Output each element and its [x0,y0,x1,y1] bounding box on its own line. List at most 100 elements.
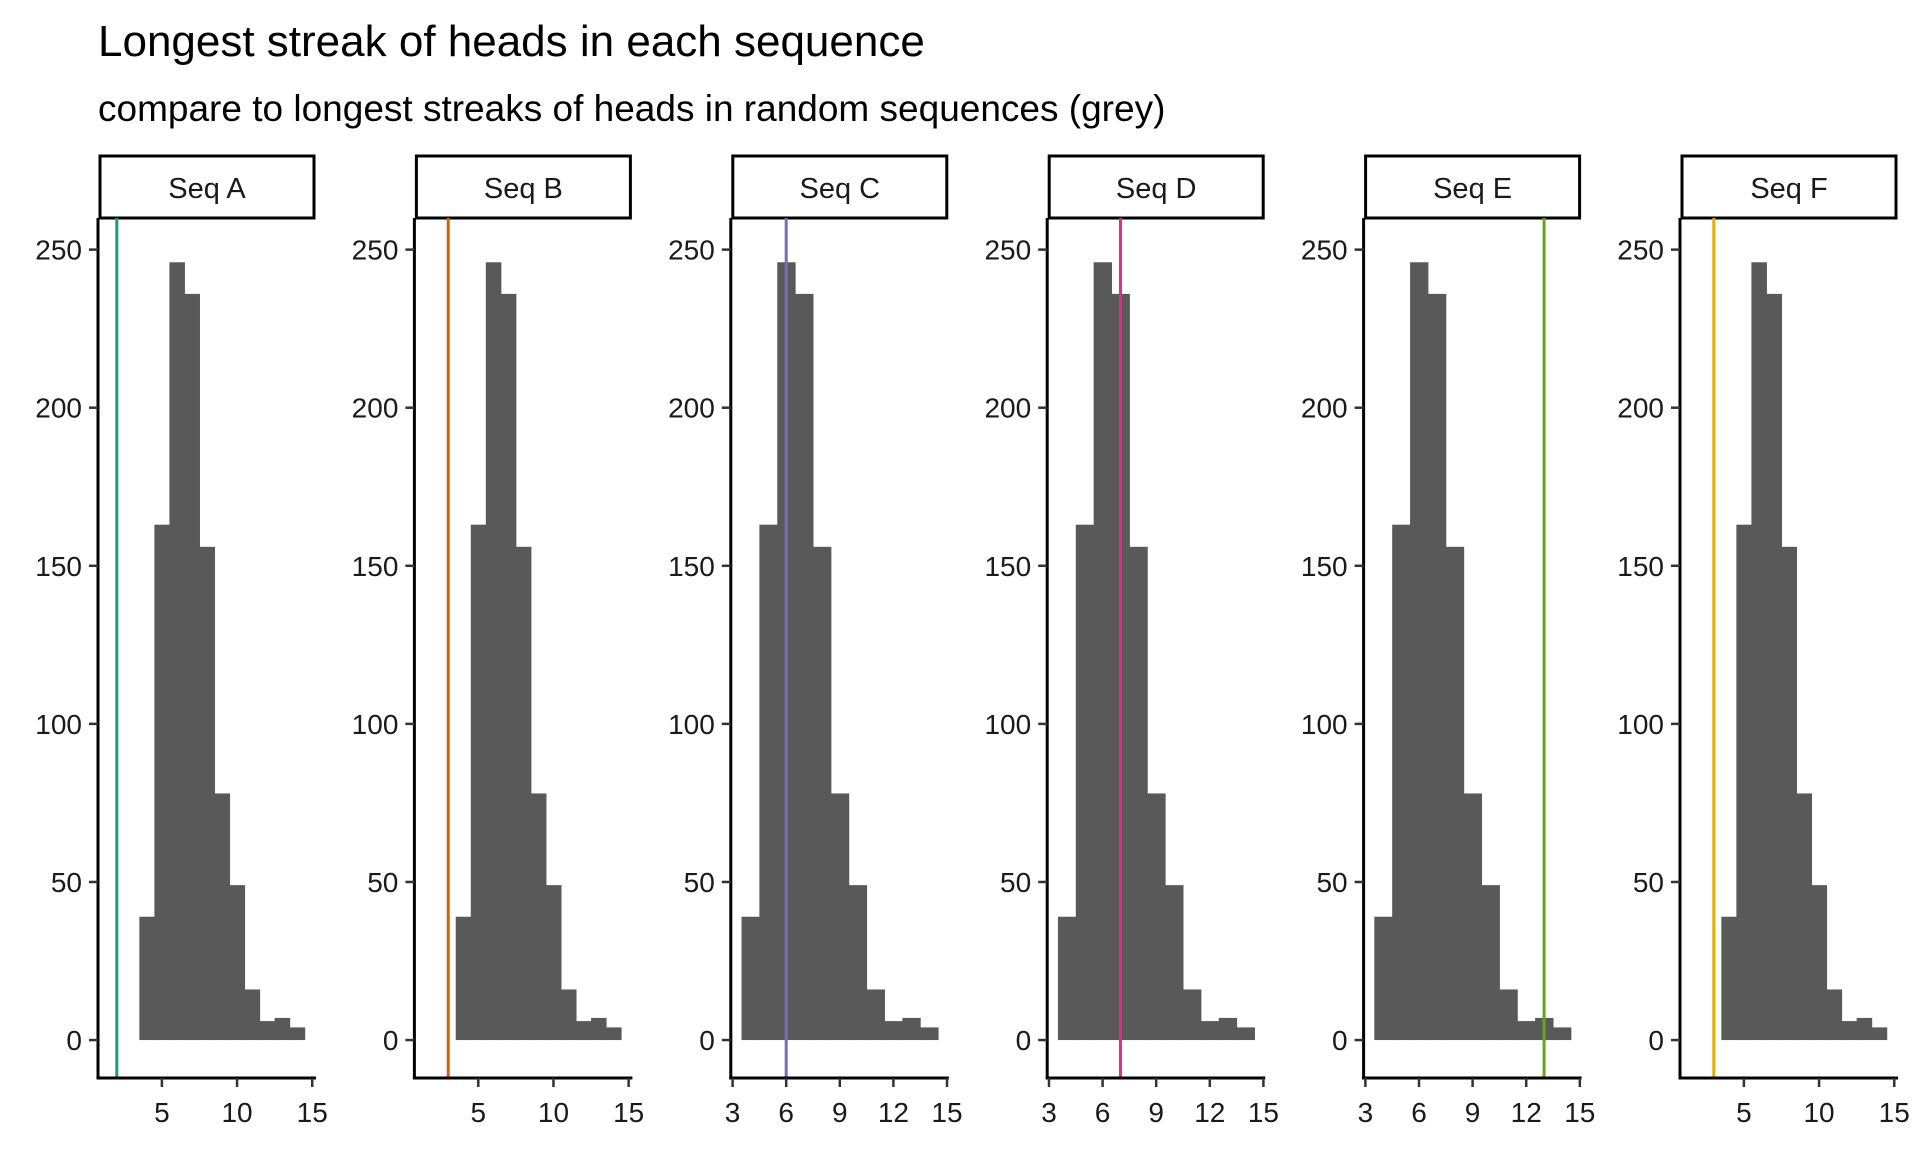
histogram-bar [289,1027,306,1041]
histogram-bar [1374,916,1393,1041]
y-tick-label: 200 [352,393,399,424]
chart-title: Longest streak of heads in each sequence [98,17,925,66]
histogram-bar [214,793,231,1041]
x-tick-label: 12 [1194,1097,1225,1128]
y-tick-label: 250 [984,235,1031,266]
y-tick-label: 50 [1000,867,1031,898]
histogram-bar [830,793,850,1041]
histogram-bar [1218,1017,1238,1041]
y-tick-label: 250 [1617,235,1664,266]
histogram-bar [576,1021,592,1041]
y-tick-label: 150 [352,551,399,582]
histogram-bar [274,1017,291,1041]
histogram-bar [229,885,246,1041]
histogram-bar [485,262,502,1041]
y-tick-label: 50 [1633,867,1664,898]
y-tick-label: 250 [35,235,82,266]
histogram-bar [1553,1027,1572,1041]
histogram-bar [184,293,200,1041]
histogram-bar [244,989,261,1041]
y-tick-label: 50 [51,867,82,898]
histogram-bar [741,916,760,1041]
histogram-bar [1826,989,1843,1041]
x-tick-label: 6 [1411,1097,1427,1128]
x-tick-label: 15 [613,1097,644,1128]
histogram-bar [1811,885,1828,1041]
x-tick-label: 3 [1358,1097,1374,1128]
y-tick-label: 100 [1301,709,1348,740]
x-tick-label: 6 [778,1097,794,1128]
histogram-bar [1057,916,1077,1041]
histogram-bar [759,524,778,1041]
y-tick-label: 50 [684,867,715,898]
x-tick-label: 12 [1511,1097,1542,1128]
y-tick-label: 200 [1301,393,1348,424]
y-tick-label: 150 [984,551,1031,582]
x-tick-label: 9 [1148,1097,1164,1128]
strip-label: Seq C [799,173,880,205]
x-tick-label: 9 [832,1097,848,1128]
histogram-bar [1481,885,1500,1041]
histogram-bar [1075,524,1095,1041]
x-tick-label: 15 [1879,1097,1910,1128]
histogram-bar [1841,1021,1858,1041]
histogram-bar [1236,1027,1255,1041]
x-tick-label: 15 [297,1097,328,1128]
histogram-bar [1445,546,1465,1041]
histogram-bar [515,546,532,1041]
histogram-bar [1410,262,1429,1041]
y-tick-label: 0 [1332,1025,1348,1056]
histogram-bar [1856,1017,1873,1041]
histogram-bar [1427,293,1447,1041]
histogram-bar [1392,524,1411,1041]
strip-box [1680,154,1898,220]
histogram-bar [500,293,517,1041]
strip-box [414,154,632,220]
y-tick-label: 0 [699,1025,715,1056]
x-tick-label: 15 [931,1097,962,1128]
panel-seq-d: Seq D 0 50 100 150 200 250 3 6 9 12 15 [984,154,1279,1128]
histogram-bar [1736,524,1752,1041]
histogram-bar [1796,793,1813,1041]
histogram-bar [920,1027,939,1041]
y-tick-label: 200 [1617,393,1664,424]
panel-seq-b: Seq B 0 50 100 150 200 250 5 10 15 [352,154,644,1128]
histogram-bar [1751,262,1767,1041]
histogram-bar [1463,793,1483,1041]
strip-label: Seq B [484,173,563,205]
histogram-bar [1766,293,1782,1041]
x-tick-label: 10 [538,1097,569,1128]
strip-label: Seq D [1116,173,1197,205]
histogram-bar [560,989,577,1041]
histogram-bar [154,524,170,1041]
y-tick-label: 200 [668,393,715,424]
histogram-bar [169,262,185,1041]
y-tick-label: 150 [1301,551,1348,582]
x-tick-label: 5 [471,1097,487,1128]
x-tick-label: 3 [1041,1097,1057,1128]
x-tick-label: 5 [1736,1097,1752,1128]
histogram-bar [902,1017,921,1041]
histogram-bar [1093,262,1113,1041]
histogram-bar [1781,546,1798,1041]
histogram-bar [1183,989,1202,1041]
y-tick-label: 150 [668,551,715,582]
strip-box [1364,154,1582,220]
y-tick-label: 50 [367,867,398,898]
panel-seq-a: Seq A 0 50 100 150 200 250 5 10 15 [35,154,328,1128]
histogram-bar [848,885,868,1041]
y-tick-label: 0 [1016,1025,1032,1056]
histogram-bar [866,989,885,1041]
x-tick-label: 10 [1803,1097,1834,1128]
histogram-bar [470,524,487,1041]
y-tick-label: 250 [352,235,399,266]
histogram-bar [606,1027,622,1041]
histogram-bar [884,1021,903,1041]
histogram-bar [1871,1027,1888,1041]
y-tick-label: 200 [35,393,82,424]
histogram-bar [1129,546,1148,1041]
strip-box [98,154,316,220]
x-tick-label: 15 [1248,1097,1279,1128]
